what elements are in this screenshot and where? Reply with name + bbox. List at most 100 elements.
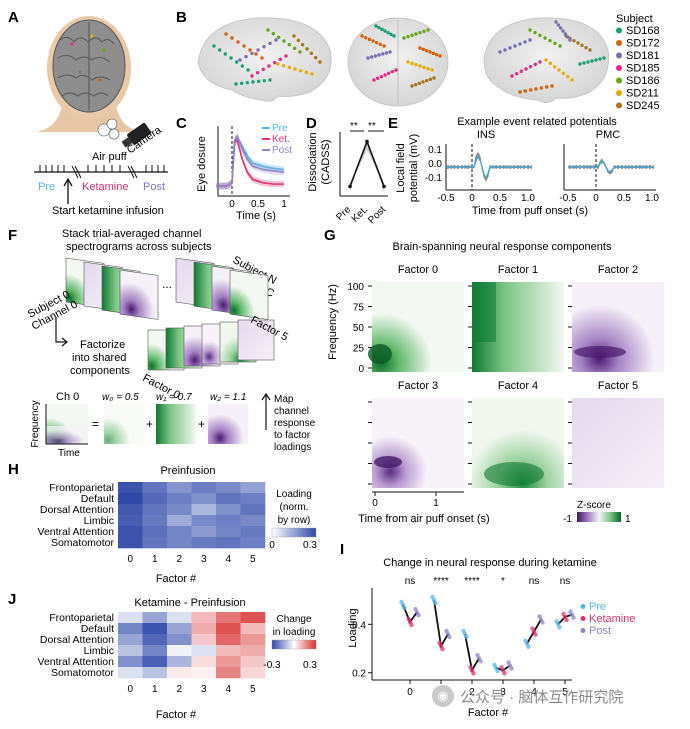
subject-legend-marker bbox=[616, 40, 622, 46]
f-map-text-line: Map bbox=[274, 394, 294, 405]
j-cbar-min: -0.3 bbox=[263, 660, 281, 671]
time-break-mark bbox=[74, 165, 82, 179]
ketamine-label: Ketamine bbox=[82, 181, 128, 193]
subject-legend-label: SD186 bbox=[626, 75, 660, 87]
electrode-contact bbox=[582, 61, 586, 65]
electrode-contact bbox=[382, 44, 386, 48]
f-stack-text-1: Stack trial-averaged channel bbox=[62, 228, 201, 240]
electrode-contact bbox=[539, 86, 544, 90]
electrode-contact bbox=[256, 79, 261, 84]
j-xtick: 0 bbox=[127, 684, 133, 695]
panel-h: Preinfusion FrontoparietalDefaultDorsal … bbox=[38, 465, 318, 585]
h-heatmap-cell bbox=[191, 482, 217, 494]
j-heatmap-cell bbox=[191, 634, 217, 646]
electrode-dot bbox=[90, 34, 94, 38]
electrode-contact bbox=[426, 66, 430, 71]
j-xtick: 4 bbox=[225, 684, 231, 695]
c-error-band bbox=[216, 133, 284, 190]
c-legend-label: Post bbox=[272, 145, 292, 156]
g-factor-1-title: Factor 1 bbox=[498, 264, 538, 276]
j-row-label: Limbic bbox=[84, 645, 114, 657]
electrode-contact bbox=[217, 48, 222, 52]
e-xtick: 1.0 bbox=[521, 193, 535, 204]
j-xtick: 1 bbox=[152, 684, 158, 695]
electrode-contact bbox=[548, 38, 552, 43]
i-point bbox=[533, 632, 538, 637]
i-ytick-label: 0.2 bbox=[352, 669, 366, 680]
h-xtick: 1 bbox=[152, 554, 158, 565]
j-heatmap-cell bbox=[142, 634, 168, 646]
h-heatmap-cell bbox=[240, 515, 266, 527]
electrode-contact bbox=[281, 63, 286, 68]
h-heatmap-cell bbox=[216, 526, 241, 538]
j-xtick: 3 bbox=[201, 684, 207, 695]
j-heatmap-cell bbox=[216, 656, 241, 668]
electrode-contact bbox=[578, 62, 582, 66]
j-heatmap-cell bbox=[167, 656, 192, 668]
electrode-contact bbox=[278, 57, 283, 62]
c-legend-label: Pre bbox=[272, 123, 288, 134]
j-heatmap-cell bbox=[191, 623, 217, 635]
electrode-contact bbox=[272, 60, 277, 65]
electrode-contact bbox=[438, 54, 442, 58]
j-heatmap-cell bbox=[118, 612, 143, 624]
electrode-contact bbox=[565, 74, 570, 79]
electrode-contact bbox=[417, 81, 422, 86]
d-point bbox=[382, 184, 386, 189]
h-heatmap-cell bbox=[216, 493, 241, 505]
i-point bbox=[471, 671, 476, 676]
i-point bbox=[540, 620, 545, 625]
g-xtick: 1 bbox=[433, 498, 439, 509]
air-puff-label: Air puff bbox=[92, 151, 128, 163]
f-frequency-label: Frequency bbox=[30, 400, 41, 447]
i-legend-marker bbox=[580, 616, 586, 621]
electrode-contact bbox=[313, 55, 318, 60]
electrode-contact bbox=[366, 56, 370, 60]
electrode-contact bbox=[508, 46, 512, 50]
ins-mean-trace bbox=[445, 156, 533, 178]
f-map-text-line: to factor bbox=[274, 430, 311, 441]
j-heatmap-cell bbox=[240, 612, 266, 624]
h-heatmap-cell bbox=[142, 493, 168, 505]
electrode-contact bbox=[533, 62, 538, 67]
j-heatmap-cell bbox=[240, 634, 266, 646]
j-heatmap-cell bbox=[142, 645, 168, 657]
f-time-label: Time bbox=[58, 448, 80, 459]
i-point bbox=[409, 622, 414, 628]
h-xtick: 3 bbox=[201, 554, 207, 565]
h-heatmap-cell bbox=[142, 537, 168, 549]
g-factor-5-heatmap bbox=[572, 398, 664, 488]
h-heatmap-cell bbox=[118, 504, 143, 516]
electrode-contact bbox=[250, 51, 254, 56]
electrode-contact bbox=[256, 48, 260, 52]
i-title: Change in neural response during ketamin… bbox=[383, 557, 596, 569]
start-infusion-label: Start ketamine infusion bbox=[52, 205, 164, 217]
camera-icon bbox=[121, 122, 152, 148]
h-cbar-label-2: (norm. bbox=[280, 502, 309, 513]
d-point bbox=[365, 139, 369, 144]
subject-legend-label: SD172 bbox=[626, 38, 660, 50]
electrode-contact bbox=[558, 44, 562, 48]
electrode-contact bbox=[248, 48, 252, 52]
i-xtick-label: 0 bbox=[407, 687, 413, 698]
h-heatmap-cell bbox=[191, 537, 217, 549]
h-xtick: 0 bbox=[127, 554, 133, 565]
electrode-contact bbox=[588, 48, 592, 52]
j-heatmap-cell bbox=[240, 645, 266, 657]
i-sig-label: * bbox=[501, 576, 505, 587]
electrode-contact bbox=[360, 34, 364, 38]
electrode-contact bbox=[503, 48, 507, 52]
electrode-contact bbox=[268, 41, 272, 46]
subject-legend-marker bbox=[616, 77, 622, 84]
electrode-contact bbox=[422, 65, 426, 70]
factor-5-card bbox=[237, 319, 275, 361]
electrode-contact bbox=[260, 56, 264, 60]
electrode-contact bbox=[292, 46, 297, 51]
g-cbar-max: 1 bbox=[625, 514, 631, 525]
f-weight-0: w₀ = 0.5 bbox=[102, 392, 139, 403]
g-factor-4-title: Factor 4 bbox=[498, 380, 538, 392]
h-cbar-label-3: by row) bbox=[278, 515, 311, 526]
g-factor-2-heatmap bbox=[572, 282, 664, 372]
